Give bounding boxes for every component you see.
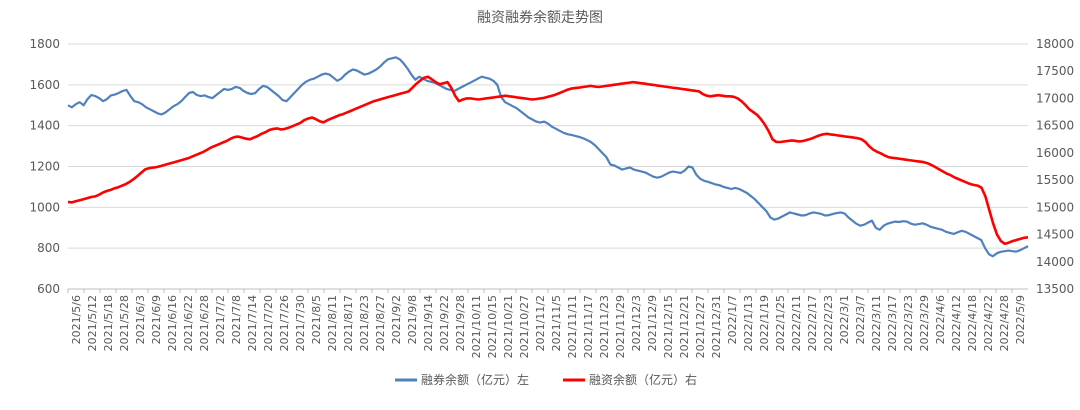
x-tick-label: 2022/3/1 bbox=[838, 295, 851, 344]
legend-label-short-balance: 融券余额（亿元）左 bbox=[421, 372, 529, 387]
x-tick-label: 2021/6/28 bbox=[198, 295, 211, 351]
x-tick-label: 2021/7/26 bbox=[278, 295, 291, 351]
x-tick-label: 2022/4/6 bbox=[934, 295, 947, 344]
series-line-short-balance bbox=[67, 56, 1029, 258]
x-tick-label: 2021/5/28 bbox=[118, 295, 131, 351]
x-tick-label: 2022/2/23 bbox=[822, 295, 835, 351]
x-tick-label: 2021/10/27 bbox=[518, 295, 531, 358]
y-left-tick-label: 1600 bbox=[29, 78, 60, 92]
y-right-tick-label: 15500 bbox=[1036, 173, 1074, 187]
x-tick-label: 2022/3/17 bbox=[886, 295, 899, 351]
x-tick-label: 2021/11/11 bbox=[566, 295, 579, 358]
x-tick-label: 2021/12/15 bbox=[662, 295, 675, 358]
y-right-tick-label: 14000 bbox=[1036, 255, 1074, 269]
x-tick-label: 2022/1/13 bbox=[742, 295, 755, 351]
x-tick-label: 2021/5/6 bbox=[70, 295, 83, 344]
y-left-tick-label: 1200 bbox=[29, 160, 60, 174]
x-tick-label: 2021/9/28 bbox=[454, 295, 467, 351]
x-axis: 2021/5/6 2021/5/12 2021/5/18 2021/5/28 2021/… bbox=[67, 289, 1027, 358]
x-tick-label: 2022/1/7 bbox=[726, 295, 739, 344]
x-tick-label: 2021/6/9 bbox=[150, 295, 163, 344]
x-tick-label: 2021/11/23 bbox=[598, 295, 611, 358]
y-left-tick-label: 800 bbox=[37, 241, 60, 255]
x-tick-label: 2021/7/8 bbox=[230, 295, 243, 344]
y-right-tick-label: 13500 bbox=[1036, 282, 1074, 296]
x-tick-label: 2021/8/17 bbox=[342, 295, 355, 351]
x-tick-label: 2021/12/21 bbox=[678, 295, 691, 358]
left-y-axis: 600 800 1000 1200 1400 1600 1800 bbox=[29, 37, 60, 296]
series-line-margin-balance bbox=[67, 75, 1029, 246]
x-tick-label: 2022/3/29 bbox=[918, 295, 931, 351]
x-tick-label: 2021/10/11 bbox=[470, 295, 483, 358]
x-tick-label: 2022/3/11 bbox=[870, 295, 883, 351]
x-tick-label: 2021/6/16 bbox=[166, 295, 179, 351]
gridlines bbox=[68, 43, 1028, 290]
y-left-tick-label: 1800 bbox=[29, 37, 60, 51]
x-tick-label: 2021/5/12 bbox=[86, 295, 99, 351]
x-tick-label: 2021/8/23 bbox=[358, 295, 371, 351]
y-left-tick-label: 1000 bbox=[29, 200, 60, 214]
x-tick-label: 2022/5/9 bbox=[1014, 295, 1027, 344]
x-tick-label: 2021/12/3 bbox=[630, 295, 643, 351]
y-right-tick-label: 17500 bbox=[1036, 64, 1074, 78]
x-tick-label: 2021/7/2 bbox=[214, 295, 227, 344]
x-tick-label: 2022/1/19 bbox=[758, 295, 771, 351]
x-tick-label: 2021/8/11 bbox=[326, 295, 339, 351]
x-tick-label: 2021/9/2 bbox=[390, 295, 403, 344]
x-tick-label: 2022/4/18 bbox=[966, 295, 979, 351]
y-right-tick-label: 16500 bbox=[1036, 119, 1074, 133]
x-tick-label: 2021/11/29 bbox=[614, 295, 627, 358]
x-tick-label: 2022/4/12 bbox=[950, 295, 963, 351]
x-tick-label: 2021/7/14 bbox=[246, 295, 259, 351]
x-tick-label: 2022/2/11 bbox=[790, 295, 803, 351]
right-y-axis: 13500 14000 14500 15000 15500 16000 16500 17000… bbox=[1036, 37, 1074, 296]
x-tick-label: 2021/9/14 bbox=[422, 295, 435, 351]
x-tick-label: 2021/12/27 bbox=[694, 295, 707, 358]
legend: 融券余额（亿元）左 融资余额（亿元）右 bbox=[395, 372, 697, 387]
x-tick-label: 2021/6/22 bbox=[182, 295, 195, 351]
y-right-tick-label: 15000 bbox=[1036, 200, 1074, 214]
series-layer bbox=[67, 56, 1029, 258]
x-tick-label: 2021/11/17 bbox=[582, 295, 595, 358]
x-tick-label: 2021/12/31 bbox=[710, 295, 723, 358]
x-tick-label: 2022/4/22 bbox=[982, 295, 995, 351]
x-tick-label: 2021/6/3 bbox=[134, 295, 147, 344]
x-tick-label: 2021/9/22 bbox=[438, 295, 451, 351]
x-tick-label: 2021/11/2 bbox=[534, 295, 547, 351]
x-tick-label: 2022/3/7 bbox=[854, 295, 867, 344]
x-tick-label: 2021/7/20 bbox=[262, 295, 275, 351]
x-tick-label: 2021/7/30 bbox=[294, 295, 307, 351]
x-tick-label: 2021/10/15 bbox=[486, 295, 499, 358]
y-right-tick-label: 18000 bbox=[1036, 37, 1074, 51]
y-right-tick-label: 17000 bbox=[1036, 91, 1074, 105]
x-tick-label: 2021/8/5 bbox=[310, 295, 323, 344]
x-tick-label: 2022/4/28 bbox=[998, 295, 1011, 351]
y-left-tick-label: 1400 bbox=[29, 119, 60, 133]
legend-label-margin-balance: 融资余额（亿元）右 bbox=[589, 372, 697, 387]
x-tick-label: 2022/3/23 bbox=[902, 295, 915, 351]
x-tick-label: 2021/9/8 bbox=[406, 295, 419, 344]
y-right-tick-label: 16000 bbox=[1036, 146, 1074, 160]
x-tick-label: 2021/10/21 bbox=[502, 295, 515, 358]
x-tick-label: 2021/5/18 bbox=[102, 295, 115, 351]
x-tick-label: 2022/2/17 bbox=[806, 295, 819, 351]
x-tick-label: 2021/8/27 bbox=[374, 295, 387, 351]
x-tick-label: 2021/11/5 bbox=[550, 295, 563, 351]
y-right-tick-label: 14500 bbox=[1036, 228, 1074, 242]
y-left-tick-label: 600 bbox=[37, 282, 60, 296]
x-tick-label: 2022/1/25 bbox=[774, 295, 787, 351]
x-tick-label: 2021/12/9 bbox=[646, 295, 659, 351]
chart-title: 融资融券余额走势图 bbox=[477, 9, 603, 26]
